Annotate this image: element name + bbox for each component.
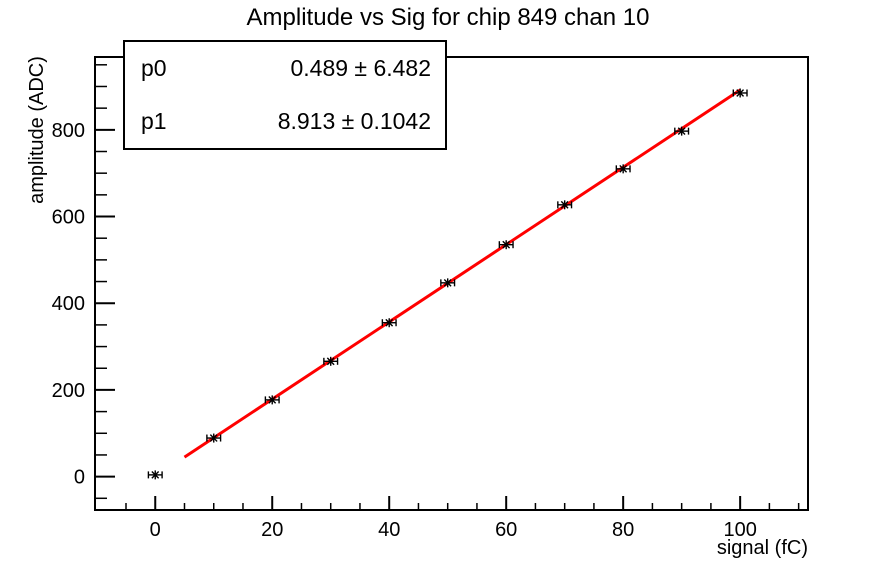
x-axis-title: signal (fC) bbox=[716, 537, 808, 559]
y-tick-label: 400 bbox=[52, 293, 85, 315]
y-tick-label: 800 bbox=[52, 120, 85, 142]
data-point bbox=[615, 164, 631, 174]
y-axis-title: amplitude (ADC) bbox=[26, 56, 48, 204]
fit-line bbox=[183, 88, 741, 459]
fit-stats-row-p0: p0 0.489 ± 6.482 bbox=[125, 55, 445, 82]
data-point-stroke bbox=[268, 395, 277, 404]
data-point-stroke bbox=[677, 127, 686, 136]
fit-stats-box: p0 0.489 ± 6.482 p1 8.913 ± 0.1042 bbox=[123, 40, 447, 150]
data-point bbox=[147, 470, 163, 480]
data-point-stroke bbox=[443, 278, 452, 287]
y-tick-label: 0 bbox=[74, 467, 85, 489]
fit-param-value-p0: 0.489 ± 6.482 bbox=[290, 55, 431, 81]
data-point bbox=[674, 126, 690, 136]
y-tick-label: 200 bbox=[52, 380, 85, 402]
x-tick-label: 80 bbox=[612, 519, 634, 541]
data-point bbox=[264, 395, 280, 405]
data-point-stroke bbox=[619, 164, 628, 173]
data-point-stroke bbox=[560, 200, 569, 209]
plot-title: Amplitude vs Sig for chip 849 chan 10 bbox=[246, 4, 650, 31]
fit-stats-row-p1: p1 8.913 ± 0.1042 bbox=[125, 108, 445, 135]
fit-param-name-p1: p1 bbox=[141, 108, 167, 134]
data-point bbox=[498, 240, 514, 250]
data-point bbox=[440, 278, 456, 288]
data-point bbox=[323, 356, 339, 366]
data-point bbox=[557, 200, 573, 210]
data-point-stroke bbox=[502, 240, 511, 249]
data-point-stroke bbox=[209, 434, 218, 442]
data-point-stroke bbox=[151, 470, 160, 479]
fit-param-value-p1: 8.913 ± 0.1042 bbox=[277, 108, 431, 134]
y-tick-label: 600 bbox=[52, 207, 85, 229]
x-tick-label: 20 bbox=[261, 519, 283, 541]
data-point bbox=[732, 88, 748, 98]
data-point-stroke bbox=[326, 357, 335, 366]
x-tick-label: 60 bbox=[495, 519, 517, 541]
data-point bbox=[206, 433, 222, 443]
fit-param-name-p0: p0 bbox=[141, 55, 167, 81]
x-tick-label: 40 bbox=[378, 519, 400, 541]
data-point-stroke bbox=[385, 318, 394, 327]
data-point bbox=[381, 318, 397, 328]
x-tick-label: 0 bbox=[150, 519, 161, 541]
plot-frame bbox=[94, 56, 809, 511]
data-point-stroke bbox=[736, 89, 745, 97]
x-tick-label: 100 bbox=[723, 519, 756, 541]
